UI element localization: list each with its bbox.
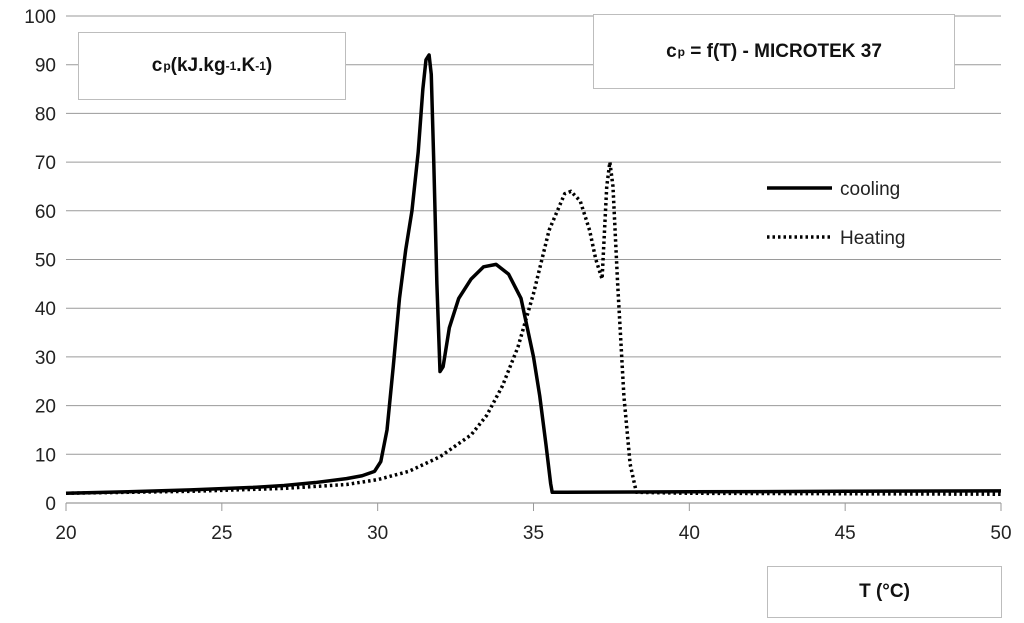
title-prefix: c bbox=[666, 40, 677, 62]
y-tick-label-50: 50 bbox=[35, 251, 56, 272]
y-tick-label-20: 20 bbox=[35, 397, 56, 418]
ylabel-sup2: -1 bbox=[255, 59, 266, 73]
ylabel-sup1: -1 bbox=[225, 59, 237, 73]
series-line-heating bbox=[65, 160, 1002, 496]
x-tick-label-40: 40 bbox=[679, 523, 700, 544]
x-tick-label-30: 30 bbox=[367, 523, 388, 544]
legend: cooling Heating bbox=[767, 179, 906, 249]
x-tick-label-20: 20 bbox=[55, 523, 76, 544]
series-line-cooling bbox=[65, 53, 1002, 496]
ylabel-part3: ) bbox=[265, 55, 273, 76]
x-tick-label-50: 50 bbox=[990, 523, 1011, 544]
ylabel-part2: .K bbox=[236, 55, 256, 76]
y-tick-label-0: 0 bbox=[45, 494, 56, 515]
x-axis-label: T (°C) bbox=[767, 566, 1002, 618]
y-tick-label-60: 60 bbox=[35, 202, 56, 223]
y-tick-label-90: 90 bbox=[35, 56, 56, 77]
x-tick-label-25: 25 bbox=[211, 523, 232, 544]
y-tick-label-100: 100 bbox=[24, 7, 56, 28]
title-rest: = f(T) - MICROTEK 37 bbox=[685, 40, 882, 62]
title-sub: p bbox=[677, 44, 686, 59]
ylabel-part1: (kJ.kg bbox=[170, 55, 226, 76]
y-tick-label-10: 10 bbox=[35, 445, 56, 466]
x-tick-label-35: 35 bbox=[523, 523, 544, 544]
legend-label-heating: Heating bbox=[840, 228, 906, 249]
axes bbox=[65, 502, 1002, 511]
legend-label-cooling: cooling bbox=[840, 179, 900, 200]
xlabel-text: T (°C) bbox=[859, 581, 910, 602]
tick-labels: 0 10 20 30 40 50 60 70 80 90 100 20 25 30 35 40 45 50 bbox=[24, 7, 1011, 544]
y-tick-label-30: 30 bbox=[35, 348, 56, 369]
x-tick-label-45: 45 bbox=[835, 523, 856, 544]
ylabel-sub: p bbox=[163, 59, 171, 73]
series bbox=[65, 53, 1002, 496]
ylabel-c: c bbox=[151, 55, 163, 76]
y-tick-label-70: 70 bbox=[35, 153, 56, 174]
y-tick-label-80: 80 bbox=[35, 104, 56, 125]
y-tick-label-40: 40 bbox=[35, 299, 56, 320]
